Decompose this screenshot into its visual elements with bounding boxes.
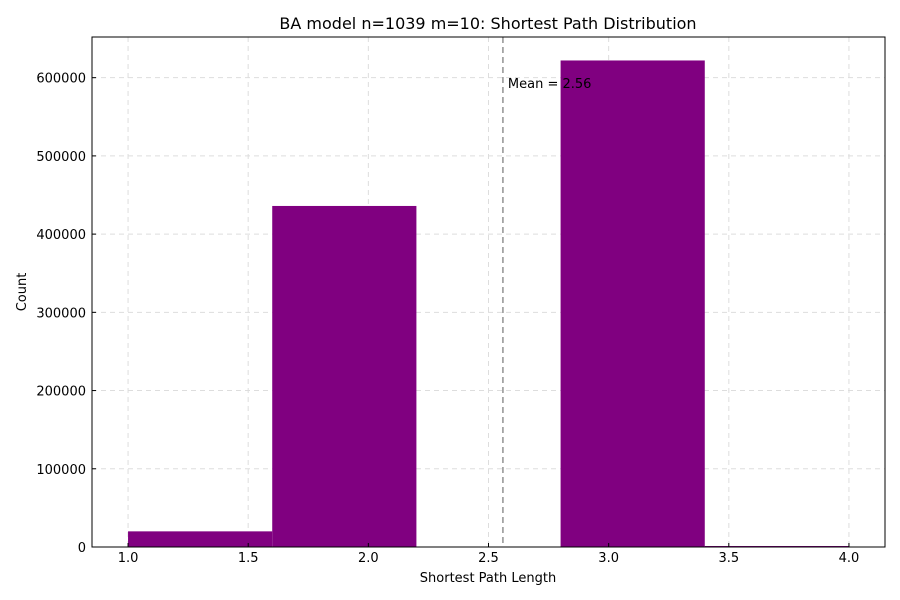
- y-axis-label: Count: [15, 273, 30, 312]
- chart-title: BA model n=1039 m=10: Shortest Path Dist…: [279, 14, 696, 33]
- y-tick-label: 600000: [36, 72, 86, 87]
- x-tick-label: 3.0: [598, 551, 619, 566]
- x-tick-label: 1.5: [238, 551, 259, 566]
- x-tick-label: 3.5: [718, 551, 739, 566]
- x-tick-label: 2.0: [358, 551, 379, 566]
- y-axis-ticks: 0 100000 200000 300000 400000 500000 600000: [36, 72, 96, 556]
- y-tick-label: 200000: [36, 385, 86, 400]
- y-tick-label: 400000: [36, 228, 86, 243]
- y-tick-label: 100000: [36, 463, 86, 478]
- x-tick-label: 2.5: [478, 551, 499, 566]
- y-tick-label: 0: [78, 541, 86, 556]
- y-tick-label: 300000: [36, 306, 86, 321]
- mean-annotation: Mean = 2.56: [508, 77, 592, 92]
- bars-layer: [128, 60, 849, 548]
- y-tick-label: 500000: [36, 150, 86, 165]
- x-tick-label: 4.0: [839, 551, 860, 566]
- x-tick-label: 1.0: [118, 551, 139, 566]
- histogram-bar: [128, 531, 273, 547]
- x-axis-ticks: 1.0 1.5 2.0 2.5 3.0 3.5 4.0: [118, 543, 860, 566]
- x-axis-label: Shortest Path Length: [420, 571, 556, 586]
- histogram-bar: [560, 60, 705, 548]
- histogram-bar: [272, 205, 417, 547]
- mean-layer: Mean = 2.56: [502, 37, 592, 547]
